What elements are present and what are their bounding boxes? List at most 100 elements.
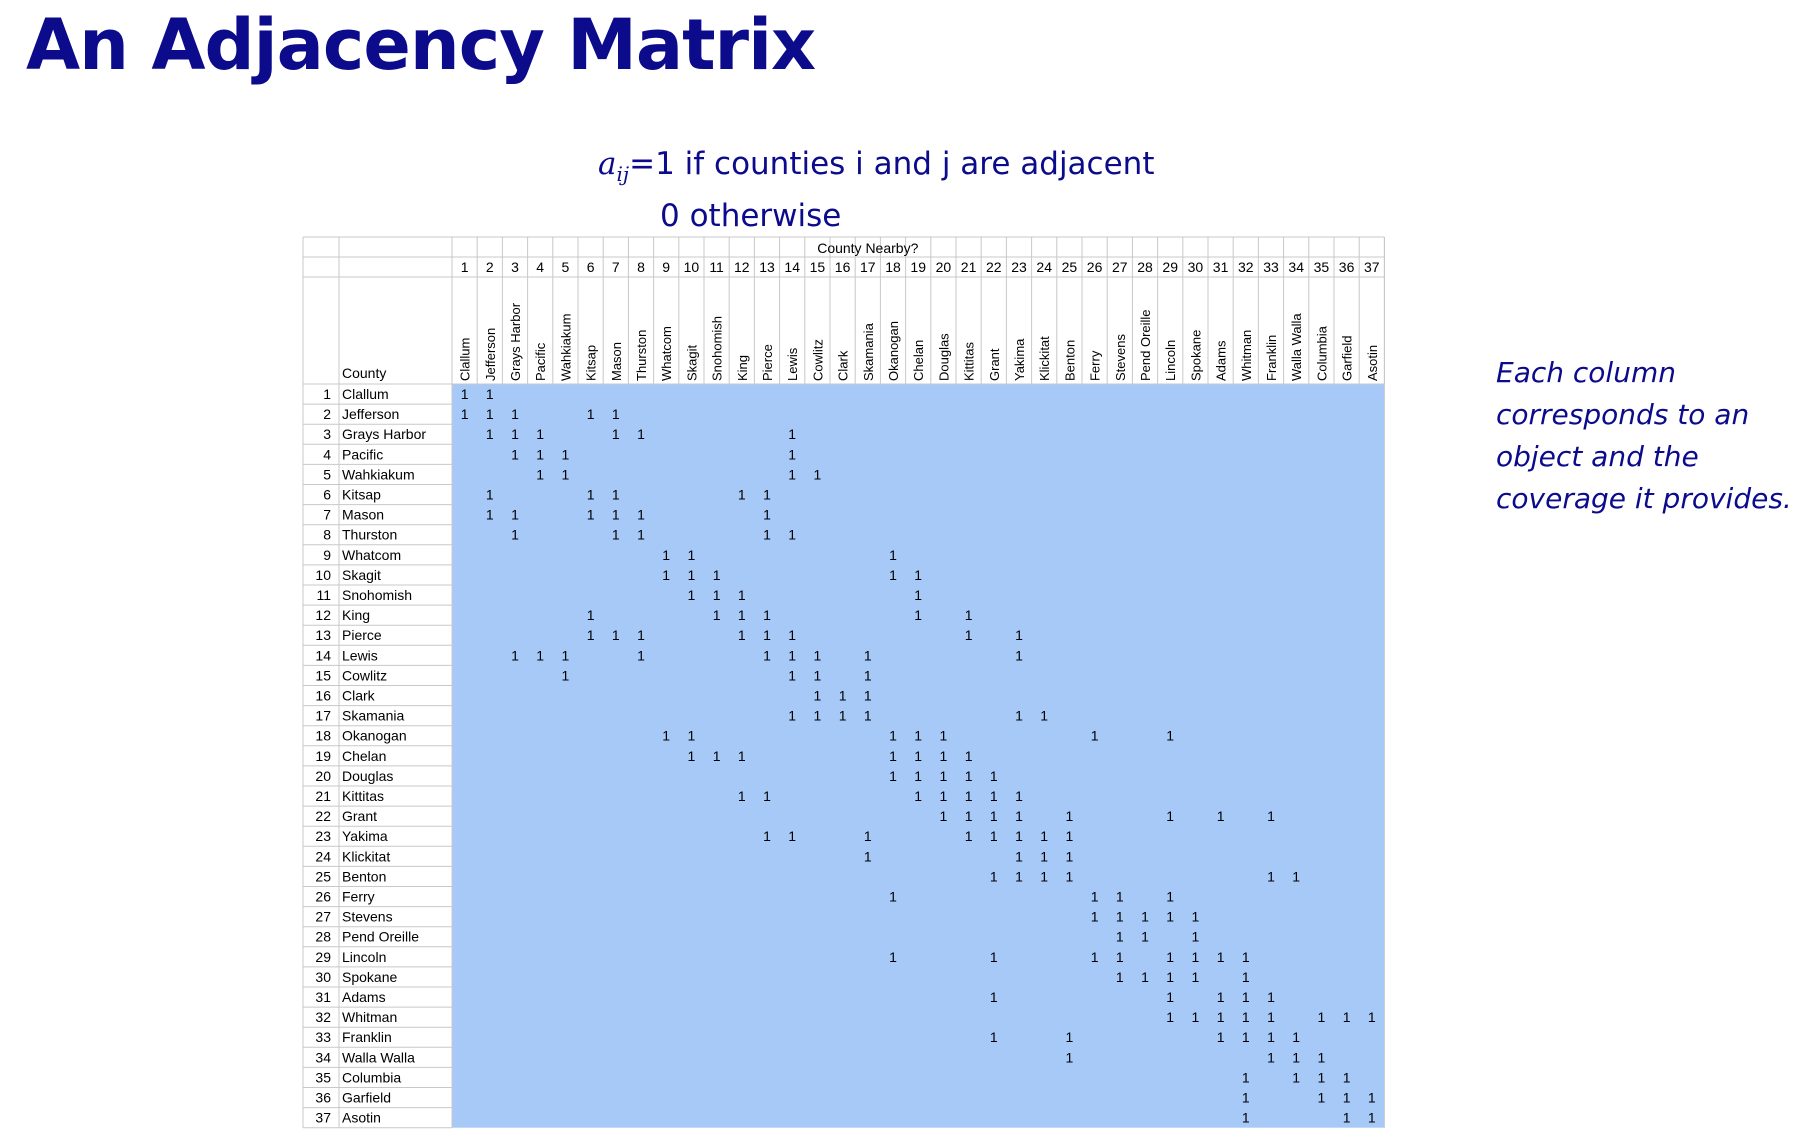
matrix-cell-one: 1 [889,748,897,764]
matrix-cell-one: 1 [562,466,570,482]
matrix-cell-one: 1 [940,808,948,824]
matrix-cell-one: 1 [1141,969,1149,985]
column-label: Pend Oreille [1138,309,1153,381]
matrix-cell-one: 1 [637,426,645,442]
matrix-cell-one: 1 [1066,868,1074,884]
matrix-cell-one: 1 [536,466,544,482]
row-number: 9 [323,547,331,563]
matrix-cell-one: 1 [990,788,998,804]
matrix-cell-one: 1 [1217,808,1225,824]
matrix-cell-one: 1 [965,828,973,844]
matrix-cell-one: 1 [763,647,771,663]
row-number: 3 [323,426,331,442]
row-label: Benton [342,868,386,884]
column-label: Whitman [1239,330,1254,381]
matrix-cell-one: 1 [1116,889,1124,905]
matrix-cell-one: 1 [1166,889,1174,905]
matrix-cell-one: 1 [511,426,519,442]
matrix-cell-one: 1 [864,667,872,683]
matrix-cell-one: 1 [1192,909,1200,925]
matrix-cell-one: 1 [814,688,822,704]
matrix-cell-one: 1 [788,647,796,663]
column-number: 33 [1263,259,1279,275]
matrix-cell-one: 1 [1015,708,1023,724]
matrix-cell-one: 1 [1267,989,1275,1005]
matrix-cell-one: 1 [1343,1090,1351,1106]
matrix-cell-one: 1 [914,567,922,583]
matrix-cell-one: 1 [486,386,494,402]
column-number: 29 [1162,259,1178,275]
column-label: Stevens [1113,334,1128,381]
matrix-cell-one: 1 [965,768,973,784]
matrix-cell-one: 1 [1217,949,1225,965]
matrix-cell-one: 1 [612,527,620,543]
matrix-cell-one: 1 [688,748,696,764]
column-number: 23 [1011,259,1027,275]
column-number: 34 [1288,259,1304,275]
matrix-cell-one: 1 [914,768,922,784]
matrix-cell-one: 1 [486,507,494,523]
column-number: 4 [536,259,544,275]
row-number: 6 [323,487,331,503]
row-label: Ferry [342,889,375,905]
row-label: Wahkiakum [342,466,415,482]
row-label: Walla Walla [342,1049,415,1065]
row-number: 18 [315,728,331,744]
matrix-cell-one: 1 [1166,949,1174,965]
column-number: 24 [1036,259,1052,275]
row-number: 21 [315,788,331,804]
row-number: 11 [316,587,331,603]
column-label: Whatcom [659,326,674,381]
column-label: Skagit [684,344,699,381]
matrix-cell-one: 1 [688,587,696,603]
row-label: Skagit [342,567,381,583]
matrix-cell-one: 1 [637,647,645,663]
matrix-cell-one: 1 [612,426,620,442]
matrix-cell-one: 1 [1368,1009,1376,1025]
matrix-cell-one: 1 [965,788,973,804]
matrix-cell-one: 1 [511,647,519,663]
matrix-cell-one: 1 [662,547,670,563]
row-label: Columbia [342,1069,401,1085]
matrix-cell-one: 1 [486,406,494,422]
column-label: Thurston [634,330,649,381]
matrix-cell-one: 1 [1091,909,1099,925]
matrix-cell-one: 1 [864,828,872,844]
row-number: 16 [315,688,331,704]
column-number: 31 [1213,259,1229,275]
matrix-cell-one: 1 [1066,808,1074,824]
matrix-cell-one: 1 [788,527,796,543]
column-number: 16 [835,259,851,275]
column-number: 13 [759,259,775,275]
matrix-cell-one: 1 [1040,708,1048,724]
row-number: 20 [315,768,331,784]
column-label: Grant [987,348,1002,381]
matrix-cell-one: 1 [965,627,973,643]
matrix-cell-one: 1 [914,587,922,603]
matrix-cell-one: 1 [889,949,897,965]
matrix-cell-one: 1 [914,728,922,744]
matrix-cell-one: 1 [587,406,595,422]
matrix-cell-one: 1 [713,748,721,764]
column-label: Walla Walla [1289,313,1304,381]
matrix-cell-one: 1 [738,748,746,764]
matrix-cell-one: 1 [1267,1009,1275,1025]
matrix-cell-one: 1 [1040,868,1048,884]
row-number: 1 [323,386,331,402]
matrix-cell-one: 1 [1267,808,1275,824]
column-label: Pacific [533,342,548,381]
matrix-cell-one: 1 [814,466,822,482]
row-label: Snohomish [342,587,412,603]
matrix-cell-one: 1 [612,406,620,422]
matrix-cell-one: 1 [511,446,519,462]
column-label: Wahkiakum [558,314,573,381]
row-number: 12 [315,607,331,623]
slide-title: An Adjacency Matrix [26,4,816,86]
matrix-cell-one: 1 [1066,848,1074,864]
matrix-cell-one: 1 [486,426,494,442]
matrix-cell-one: 1 [1015,788,1023,804]
matrix-cell-one: 1 [612,627,620,643]
matrix-cell-one: 1 [940,748,948,764]
matrix-cell-one: 1 [1368,1090,1376,1106]
row-number: 13 [315,627,331,643]
